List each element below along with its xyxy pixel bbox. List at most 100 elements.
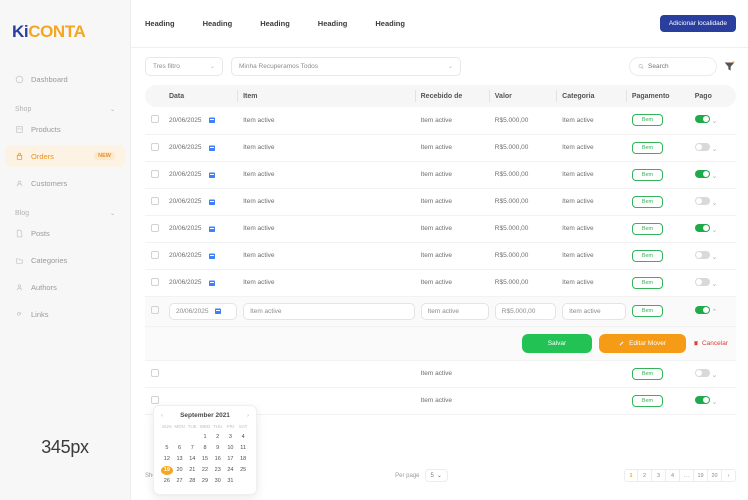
row-checkbox-cell[interactable] [145, 360, 163, 387]
day-cell[interactable]: 11 [240, 445, 246, 451]
calendar-icon[interactable] [208, 171, 216, 179]
column-header-paid[interactable]: Pago [694, 92, 712, 100]
day-cell[interactable]: 28 [189, 478, 196, 484]
column-header-value[interactable]: Valor [488, 85, 556, 107]
pagination-item[interactable]: 20 [708, 469, 722, 482]
calendar-icon[interactable] [208, 252, 216, 260]
pagination-item[interactable]: … [680, 469, 694, 482]
pagination-item[interactable]: 1 [624, 469, 638, 482]
paid-toggle[interactable] [694, 250, 710, 259]
row-checkbox[interactable] [151, 395, 159, 404]
value-input[interactable]: R$5.000,00 [494, 302, 557, 320]
sidebar-section-blog[interactable]: Blog ⌄ [0, 204, 130, 222]
paid-toggle[interactable] [694, 169, 710, 178]
cancel-button[interactable]: Cancelar [693, 340, 728, 347]
table-row[interactable]: 20/06/2025 Item active Item active R$5.0… [145, 242, 736, 269]
table-row[interactable]: 20/06/2025 Item active Item active R$5.0… [145, 134, 736, 161]
day-cell[interactable]: 17 [227, 456, 234, 462]
period-select[interactable]: Tres filtro ⌄ [145, 57, 223, 76]
day-cell[interactable]: 18 [240, 456, 247, 462]
sidebar-section-shop[interactable]: Shop ⌄ [0, 100, 130, 118]
calendar-icon[interactable] [214, 307, 222, 315]
filter-icon[interactable] [723, 60, 736, 73]
from-input[interactable]: Item active [420, 302, 489, 320]
chevron-down-icon[interactable]: ⌄ [711, 371, 718, 379]
day-cell[interactable]: 16 [214, 456, 221, 462]
chevron-down-icon[interactable]: ⌄ [711, 398, 718, 406]
column-header-item[interactable]: Item [237, 85, 415, 107]
paid-toggle[interactable] [694, 277, 710, 286]
payment-badge[interactable]: Bem [631, 305, 664, 317]
pagination-item[interactable]: 3 [652, 469, 666, 482]
calendar-icon[interactable] [208, 225, 216, 233]
day-cell[interactable]: 5 [165, 445, 169, 451]
sidebar-item-customers[interactable]: Customers [5, 172, 125, 194]
paid-toggle[interactable] [694, 142, 710, 151]
table-row[interactable]: 20/06/2025 Item active Item active R$5.0… [145, 161, 736, 188]
day-cell-selected[interactable]: 19 [161, 466, 173, 475]
cell-date-edit[interactable]: 20/06/2025 [163, 296, 238, 326]
nav-heading-3[interactable]: Heading [260, 19, 290, 28]
edit-move-button[interactable]: Editar Mover [599, 333, 686, 353]
chevron-down-icon[interactable]: ⌄ [711, 145, 718, 153]
pagination-item[interactable]: 19 [694, 469, 708, 482]
row-checkbox-cell[interactable] [145, 242, 163, 269]
chevron-down-icon[interactable]: ⌄ [711, 199, 718, 207]
cell-category-edit[interactable]: Item active [556, 296, 626, 326]
save-button[interactable]: Salvar [521, 333, 593, 353]
row-checkbox-cell[interactable] [145, 161, 163, 188]
sidebar-item-dashboard[interactable]: Dashboard [5, 68, 125, 90]
chevron-down-icon[interactable]: ⌄ [711, 226, 718, 234]
paid-toggle[interactable] [694, 368, 710, 377]
day-cell[interactable]: 4 [241, 434, 245, 440]
pagination-item[interactable]: › [722, 469, 736, 482]
day-cell[interactable]: 26 [163, 478, 170, 484]
search-box[interactable] [629, 57, 717, 76]
select-all-header[interactable] [145, 85, 163, 107]
day-cell[interactable]: 23 [214, 467, 221, 473]
paid-toggle[interactable] [694, 196, 710, 205]
day-cell[interactable]: 30 [214, 478, 221, 484]
row-checkbox[interactable] [151, 196, 159, 205]
sidebar-item-posts[interactable]: Posts [5, 222, 125, 244]
day-cell[interactable]: 22 [201, 467, 209, 473]
chevron-down-icon[interactable]: ⌄ [711, 172, 718, 180]
row-checkbox[interactable] [151, 277, 159, 286]
add-item-button[interactable]: Adicionar localidade [659, 15, 736, 32]
chevron-down-icon[interactable]: ⌄ [711, 253, 718, 261]
row-checkbox-cell[interactable] [145, 134, 163, 161]
day-cell[interactable]: 6 [178, 445, 182, 451]
day-cell[interactable]: 27 [176, 478, 183, 484]
day-cell[interactable]: 21 [189, 467, 196, 473]
paid-toggle[interactable] [694, 395, 710, 404]
calendar-icon[interactable] [208, 144, 216, 152]
day-cell[interactable]: 8 [203, 445, 207, 451]
column-header-category[interactable]: Categoria [556, 85, 626, 107]
day-cell[interactable]: 9 [216, 445, 220, 451]
row-checkbox[interactable] [151, 223, 159, 232]
company-select[interactable]: Minha Recuperamos Todos ⌄ [231, 57, 461, 76]
nav-heading-1[interactable]: Heading [145, 19, 175, 28]
row-checkbox[interactable] [151, 368, 159, 377]
paid-toggle[interactable] [694, 223, 710, 232]
column-header-date[interactable]: Data [168, 92, 185, 100]
day-cell[interactable]: 25 [240, 467, 247, 473]
date-picker-popup[interactable]: ‹ September 2021 › SUN MON TUE WED THU F… [153, 405, 257, 495]
day-cell[interactable]: 3 [228, 434, 232, 440]
calendar-icon[interactable] [208, 116, 216, 124]
row-checkbox-cell[interactable] [145, 107, 163, 134]
table-row[interactable]: Item active Bem ⌄ [145, 360, 736, 387]
table-row-editing[interactable]: 20/06/2025 Item active Item active R$5.0… [145, 296, 736, 326]
table-row[interactable]: 20/06/2025 Item active Item active R$5.0… [145, 269, 736, 296]
per-page-select[interactable]: 5 ⌄ [424, 469, 448, 482]
column-header-payment[interactable]: Pagamento [625, 85, 689, 107]
chevron-down-icon[interactable]: ⌄ [711, 118, 718, 126]
day-cell[interactable]: 12 [163, 456, 170, 462]
day-cell[interactable]: 20 [176, 467, 183, 473]
row-checkbox[interactable] [151, 115, 159, 124]
sidebar-item-categories[interactable]: Categories [5, 249, 125, 271]
day-cell[interactable]: 29 [201, 478, 209, 484]
table-row[interactable]: Item active Bem ⌄ [145, 387, 736, 414]
day-cell[interactable]: 13 [176, 456, 183, 462]
column-header-from[interactable]: Recebido de [414, 85, 489, 107]
